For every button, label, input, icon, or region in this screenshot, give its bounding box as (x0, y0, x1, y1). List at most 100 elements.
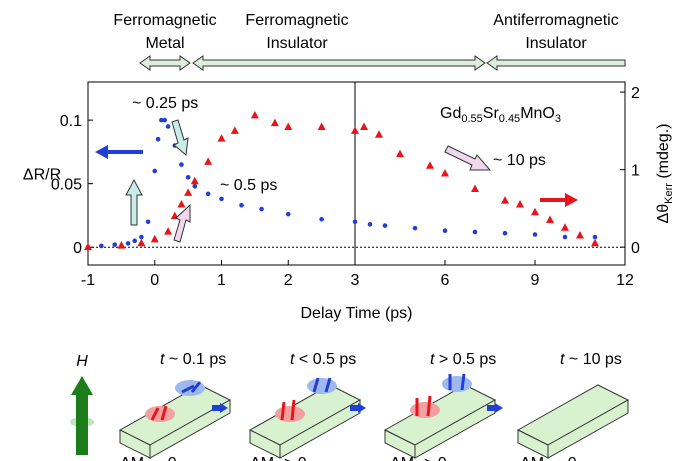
step-t: t (160, 351, 165, 368)
data-point (217, 134, 226, 142)
phase-arrows (139, 55, 626, 71)
data-point (155, 136, 161, 142)
data-point (137, 238, 146, 247)
data-point (84, 242, 92, 251)
annotation: ~ 0.25 ps (132, 95, 198, 112)
data-point (99, 243, 104, 249)
data-point (516, 200, 524, 208)
annotation: ~ 10 ps (493, 152, 546, 169)
step-time: < 0.5 ps (294, 351, 356, 368)
data-point (230, 126, 239, 134)
annotation: ~ 0.5 ps (220, 177, 277, 194)
y2-axis-label-part: Δθ (655, 204, 672, 224)
data-point (159, 117, 164, 123)
material-part: Gd (440, 105, 461, 122)
data-point (184, 188, 193, 196)
data-point (152, 168, 158, 174)
phase-label: Metal (145, 35, 184, 52)
data-point (205, 191, 211, 197)
data-point (441, 169, 449, 177)
data-point (591, 238, 599, 247)
data-point (164, 227, 173, 235)
step-label: t ~ 0.1 ps (160, 351, 226, 368)
x-tick-label: 9 (531, 272, 540, 289)
data-point (360, 122, 368, 130)
result-m: ΔM (390, 455, 414, 461)
data-point (501, 196, 509, 204)
result-value: ~ 0 (150, 455, 177, 461)
data-point (442, 228, 448, 233)
step-time: ~ 10 ps (564, 351, 621, 368)
x-tick-label: 0 (150, 272, 159, 289)
data-point (471, 184, 479, 193)
phase-label: Antiferromagnetic (493, 12, 618, 29)
data-point (382, 223, 388, 228)
data-point (502, 230, 508, 236)
material-part: MnO (520, 105, 555, 122)
data-point (367, 222, 373, 227)
data-point (179, 162, 184, 167)
material-part: 0.45 (499, 113, 520, 125)
data-point (139, 234, 144, 240)
y2-tick-label: 1 (631, 163, 640, 180)
data-point (177, 200, 186, 208)
phase-label: Ferromagnetic (113, 12, 216, 29)
diagram-decor (70, 373, 630, 459)
data-point (396, 149, 404, 158)
result-label: ΔMs > 0 (390, 455, 447, 461)
x-axis-label: Delay Time (ps) (300, 305, 412, 322)
y-tick-label: 0.05 (51, 177, 82, 194)
data-point (270, 118, 279, 127)
x-tick-label: 2 (284, 272, 293, 289)
data-point (259, 206, 264, 212)
result-value: > 0 (420, 455, 447, 461)
result-m: ΔM (520, 455, 544, 461)
result-value: > 0 (280, 455, 307, 461)
y2-axis-label-part: Kerr (663, 183, 675, 204)
data-point (319, 216, 324, 222)
data-point (125, 241, 131, 246)
data-point (145, 219, 151, 225)
data-point (317, 122, 326, 130)
x-tick-label: 12 (616, 272, 634, 289)
data-point (375, 130, 383, 138)
phase-label: Insulator (525, 35, 587, 52)
data-point (576, 231, 584, 239)
data-point (285, 211, 291, 217)
data-point (561, 223, 569, 231)
y-tick-label: 0 (73, 240, 82, 257)
data-point (426, 161, 434, 169)
result-label: ΔMs ~ 0 (120, 455, 177, 461)
data-point (352, 219, 358, 225)
field-label: H (76, 353, 88, 370)
step-time: ~ 0.1 ps (164, 351, 226, 368)
step-t: t (430, 351, 435, 368)
data-point (239, 202, 244, 208)
step-time: > 0.5 ps (434, 351, 496, 368)
data-point (204, 157, 213, 165)
y2-axis-label-part: (mdeg.) (655, 124, 672, 184)
data-point (162, 117, 168, 123)
data-point (250, 110, 259, 119)
indicator-arrows (95, 119, 578, 243)
x-tick-label: 1 (217, 272, 226, 289)
data-point (472, 229, 478, 235)
result-label: ΔMs ~ 0 (520, 455, 577, 461)
data-point (165, 124, 171, 129)
data-point (219, 196, 224, 202)
data-point (412, 225, 418, 231)
x-tick-label: -1 (81, 272, 95, 289)
data-point (132, 238, 138, 244)
data-point (150, 234, 159, 243)
x-tick-label: 6 (441, 272, 450, 289)
data-point (546, 215, 554, 224)
data-point (532, 232, 538, 237)
data-point (112, 242, 117, 247)
plot-frame (87, 81, 626, 266)
data-point (562, 234, 568, 240)
material-part: 3 (555, 113, 561, 125)
data-point (190, 176, 199, 185)
data-point (117, 241, 126, 249)
y2-tick-label: 2 (631, 85, 640, 102)
